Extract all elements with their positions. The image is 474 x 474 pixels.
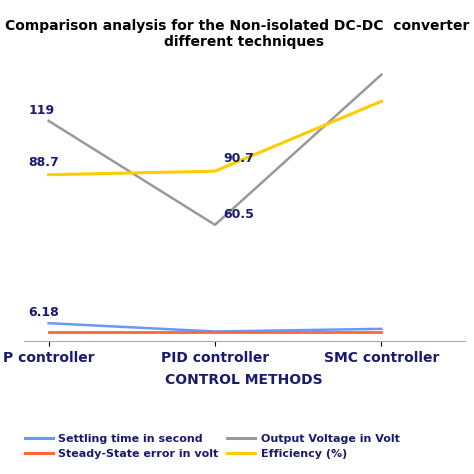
Text: 119: 119 xyxy=(29,104,55,117)
Text: 88.7: 88.7 xyxy=(29,156,59,169)
Title: Comparison analysis for the Non-isolated DC-DC  converter u
different techniques: Comparison analysis for the Non-isolated… xyxy=(5,18,474,49)
Legend: Settling time in second, Steady-State error in volt, Output Voltage in Volt, Eff: Settling time in second, Steady-State er… xyxy=(20,429,404,464)
Text: 60.5: 60.5 xyxy=(223,208,254,221)
Text: 90.7: 90.7 xyxy=(223,152,254,165)
Text: 6.18: 6.18 xyxy=(29,306,59,319)
X-axis label: CONTROL METHODS: CONTROL METHODS xyxy=(165,374,323,387)
